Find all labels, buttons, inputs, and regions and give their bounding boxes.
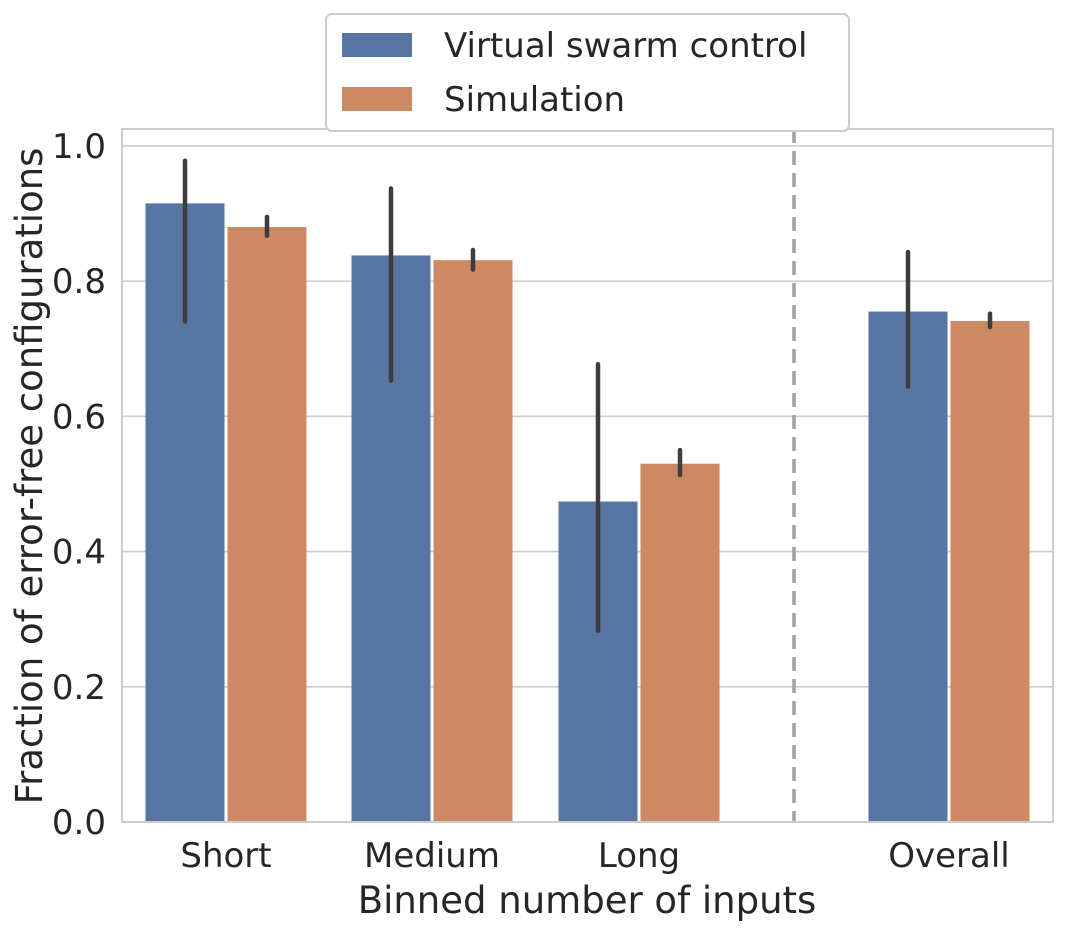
legend-label-1: Simulation	[444, 80, 625, 120]
y-tick-label-3: 0.6	[52, 397, 106, 437]
y-axis-label: Fraction of error-free configurations	[8, 148, 51, 805]
y-tick-label-0: 0.0	[52, 803, 106, 843]
x-tick-label-medium: Medium	[364, 836, 500, 876]
bar-short-series-1	[227, 227, 307, 822]
bar-long-series-1	[640, 463, 720, 822]
bar-medium-series-1	[433, 260, 513, 822]
y-tick-label-5: 1.0	[52, 127, 106, 167]
bar-overall-series-0	[868, 311, 948, 822]
y-tick-label-1: 0.2	[52, 668, 106, 708]
x-tick-label-long: Long	[598, 836, 680, 876]
y-axis-ticks: 0.0 0.2 0.4 0.6 0.8 1.0	[52, 127, 106, 843]
y-tick-label-2: 0.4	[52, 533, 106, 573]
bars	[145, 203, 1030, 822]
x-axis-label: Binned number of inputs	[358, 879, 817, 922]
x-tick-label-overall: Overall	[888, 836, 1010, 876]
bar-overall-series-1	[950, 321, 1030, 822]
legend: Virtual swarm control Simulation	[325, 13, 850, 132]
error-bars	[182, 158, 993, 633]
x-tick-label-short: Short	[180, 836, 271, 876]
y-tick-label-4: 0.8	[52, 262, 106, 302]
legend-swatch-0	[342, 33, 412, 57]
legend-swatch-1	[342, 87, 412, 111]
x-axis-ticks: Short Medium Long Overall	[180, 836, 1009, 876]
legend-box	[325, 13, 850, 132]
legend-label-0: Virtual swarm control	[444, 26, 807, 66]
